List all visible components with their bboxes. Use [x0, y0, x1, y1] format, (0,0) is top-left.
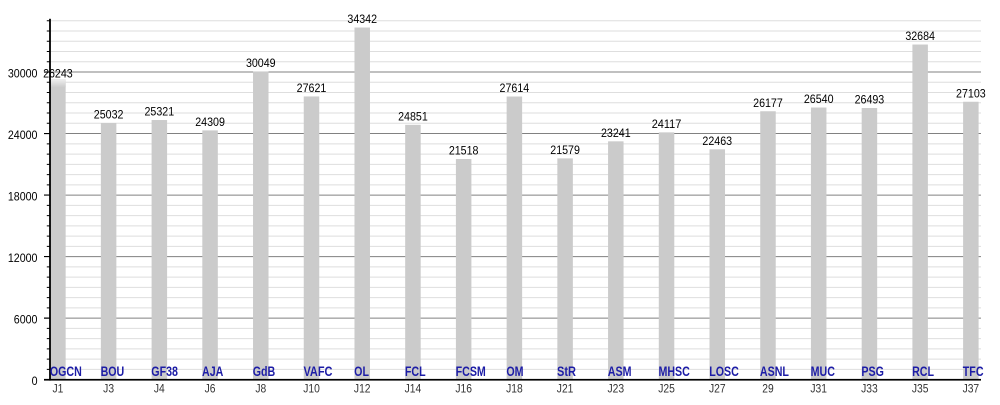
- svg-text:30049: 30049: [246, 56, 276, 70]
- svg-text:J12: J12: [354, 382, 371, 396]
- svg-text:24309: 24309: [195, 115, 225, 129]
- svg-text:27621: 27621: [297, 81, 327, 95]
- svg-text:FCL: FCL: [405, 364, 426, 379]
- svg-text:24000: 24000: [8, 128, 38, 142]
- svg-text:32684: 32684: [905, 29, 935, 43]
- svg-text:J6: J6: [205, 382, 216, 396]
- svg-text:25032: 25032: [94, 107, 124, 121]
- svg-text:29: 29: [762, 382, 774, 396]
- svg-text:GdB: GdB: [253, 364, 276, 379]
- svg-text:J1: J1: [52, 382, 63, 396]
- svg-text:30000: 30000: [8, 66, 38, 80]
- svg-text:22463: 22463: [702, 134, 732, 148]
- svg-text:27103: 27103: [956, 86, 986, 100]
- svg-text:OL: OL: [354, 364, 369, 379]
- svg-text:21518: 21518: [449, 144, 479, 158]
- svg-text:VAFC: VAFC: [303, 364, 332, 379]
- svg-text:MUC: MUC: [811, 364, 836, 379]
- svg-text:6000: 6000: [14, 312, 38, 326]
- svg-text:0: 0: [32, 374, 38, 388]
- svg-text:ASM: ASM: [608, 364, 632, 379]
- svg-text:PSG: PSG: [861, 364, 884, 379]
- svg-text:26177: 26177: [753, 96, 783, 110]
- svg-text:J21: J21: [557, 382, 574, 396]
- svg-text:25321: 25321: [145, 105, 175, 119]
- svg-text:21579: 21579: [550, 143, 580, 157]
- svg-text:AJA: AJA: [202, 364, 224, 379]
- svg-text:26540: 26540: [804, 92, 834, 106]
- svg-text:26493: 26493: [855, 93, 885, 107]
- svg-text:OGCN: OGCN: [50, 364, 82, 379]
- svg-text:J37: J37: [963, 382, 980, 396]
- svg-text:OM: OM: [506, 364, 523, 379]
- svg-text:J27: J27: [709, 382, 726, 396]
- svg-text:J4: J4: [154, 382, 165, 396]
- svg-text:J16: J16: [455, 382, 472, 396]
- svg-text:FCSM: FCSM: [456, 364, 486, 379]
- svg-text:J23: J23: [608, 382, 625, 396]
- svg-text:27614: 27614: [500, 81, 530, 95]
- svg-text:J31: J31: [810, 382, 827, 396]
- svg-text:J33: J33: [861, 382, 878, 396]
- svg-text:J14: J14: [405, 382, 422, 396]
- svg-text:J10: J10: [303, 382, 320, 396]
- svg-text:BOU: BOU: [101, 364, 125, 379]
- svg-text:12000: 12000: [8, 251, 38, 265]
- svg-text:ASNL: ASNL: [760, 364, 789, 379]
- svg-text:23241: 23241: [601, 126, 631, 140]
- svg-text:34342: 34342: [347, 12, 377, 26]
- svg-text:18000: 18000: [8, 189, 38, 203]
- svg-text:J25: J25: [658, 382, 675, 396]
- svg-text:StR: StR: [557, 364, 576, 379]
- svg-text:26243: 26243: [43, 67, 73, 81]
- svg-text:J35: J35: [912, 382, 929, 396]
- svg-text:TFC: TFC: [963, 364, 984, 379]
- svg-text:MHSC: MHSC: [658, 364, 690, 379]
- svg-text:24851: 24851: [398, 109, 428, 123]
- svg-text:J8: J8: [255, 382, 266, 396]
- svg-text:RCL: RCL: [912, 364, 934, 379]
- svg-text:24117: 24117: [652, 117, 682, 131]
- svg-text:J18: J18: [506, 382, 523, 396]
- svg-text:LOSC: LOSC: [709, 364, 739, 379]
- svg-text:GF38: GF38: [151, 364, 178, 379]
- svg-text:J3: J3: [103, 382, 114, 396]
